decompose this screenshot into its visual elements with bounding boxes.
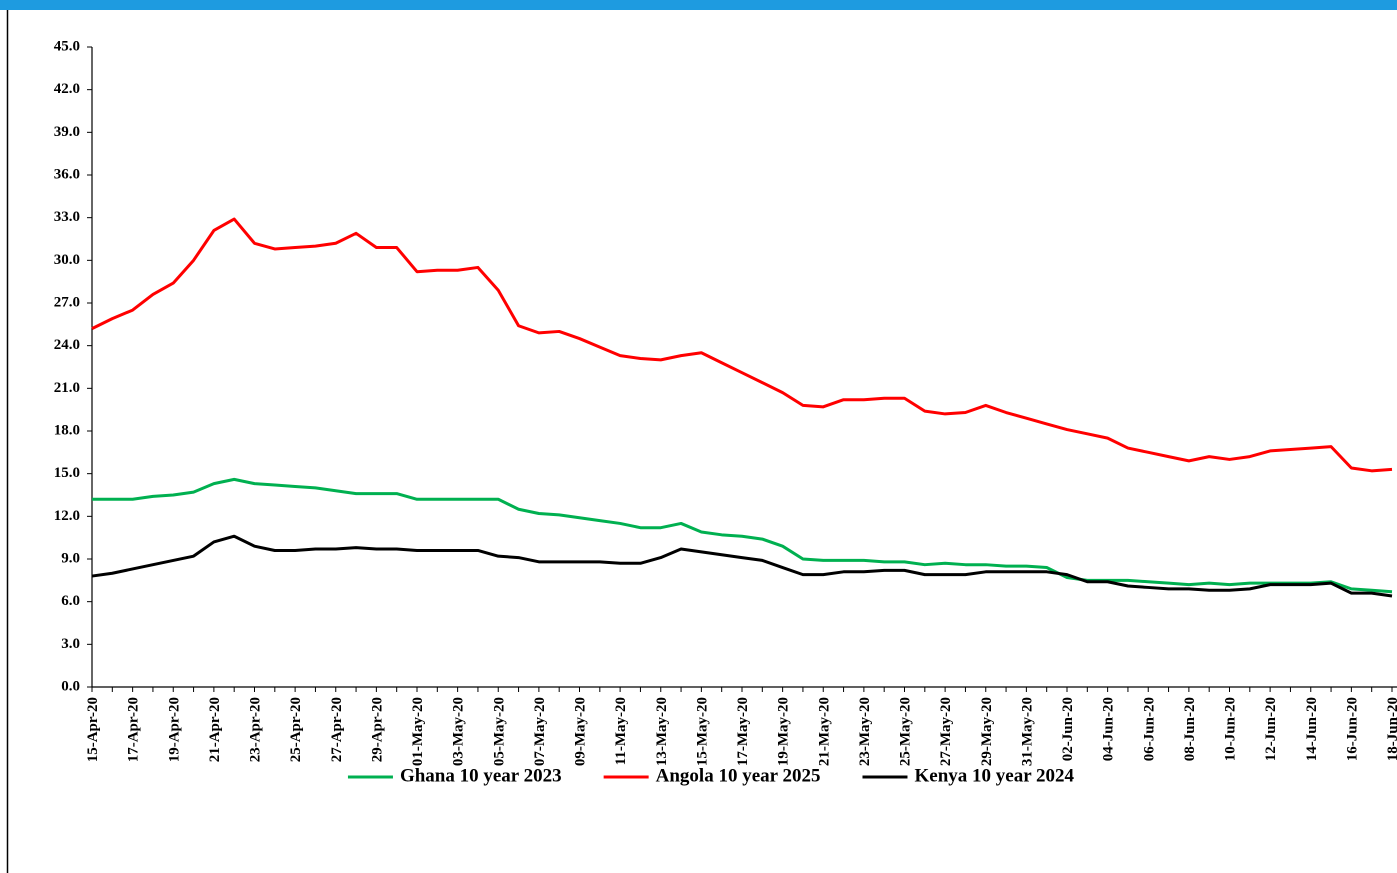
y-tick-label: 0.0 [61, 678, 80, 694]
y-tick-label: 33.0 [54, 209, 80, 225]
x-tick-label: 27-Apr-20 [329, 697, 345, 762]
legend-label: Angola 10 year 2025 [656, 765, 821, 786]
x-tick-label: 23-Apr-20 [248, 697, 264, 762]
x-tick-label: 29-Apr-20 [369, 697, 385, 762]
x-tick-label: 04-Jun-20 [1101, 697, 1117, 761]
x-tick-label: 21-Apr-20 [207, 697, 223, 762]
y-tick-label: 3.0 [61, 636, 80, 652]
x-tick-label: 21-May-20 [816, 697, 832, 766]
x-tick-label: 14-Jun-20 [1304, 697, 1320, 761]
legend: Ghana 10 year 2023 Angola 10 year 2025 Ken… [347, 765, 1075, 786]
y-tick-label: 24.0 [54, 337, 80, 353]
x-tick-label: 01-May-20 [410, 697, 426, 766]
x-tick-label: 27-May-20 [938, 697, 954, 766]
x-tick-label: 13-May-20 [654, 697, 670, 766]
x-tick-label: 29-May-20 [979, 697, 995, 766]
x-tick-label: 18-Jun-20 [1385, 697, 1397, 761]
y-tick-label: 15.0 [54, 465, 80, 481]
x-tick-label: 25-Apr-20 [288, 697, 304, 762]
x-tick-label: 23-May-20 [857, 697, 873, 766]
y-tick-label: 36.0 [54, 166, 80, 182]
series-line [92, 477, 1393, 594]
top-bar [0, 0, 1397, 10]
x-tick-label: 11-May-20 [613, 697, 629, 765]
y-tick-label: 6.0 [61, 593, 80, 609]
x-tick-label: 07-May-20 [532, 697, 548, 766]
x-tick-label: 06-Jun-20 [1141, 697, 1157, 761]
x-tick-label: 31-May-20 [1019, 697, 1035, 766]
y-tick-label: 12.0 [54, 508, 80, 524]
y-tick-label: 45.0 [54, 38, 80, 54]
x-tick-label: 16-Jun-20 [1344, 697, 1360, 761]
x-tick-label: 17-May-20 [735, 697, 751, 766]
y-tick-label: 30.0 [54, 252, 80, 268]
x-tick-label: 19-Apr-20 [166, 697, 182, 762]
y-tick-label: 9.0 [61, 550, 80, 566]
y-tick-label: 39.0 [54, 124, 80, 140]
series-line [91, 534, 1393, 598]
y-tick-label: 21.0 [54, 380, 80, 396]
x-tick-label: 12-Jun-20 [1263, 697, 1279, 761]
x-tick-label: 17-Apr-20 [126, 697, 142, 762]
x-tick-label: 19-May-20 [776, 697, 792, 766]
legend-label: Ghana 10 year 2023 [400, 765, 562, 786]
y-tick-label: 18.0 [54, 422, 80, 438]
y-tick-label: 27.0 [54, 294, 80, 310]
x-tick-label: 15-May-20 [694, 697, 710, 766]
x-tick-label: 03-May-20 [451, 697, 467, 766]
x-tick-label: 09-May-20 [573, 697, 589, 766]
x-tick-label: 05-May-20 [491, 697, 507, 766]
legend-label: Kenya 10 year 2024 [914, 765, 1074, 786]
x-tick-label: 02-Jun-20 [1060, 697, 1076, 761]
series-line [91, 217, 1393, 473]
x-tick-label: 25-May-20 [898, 697, 914, 766]
x-tick-label: 10-Jun-20 [1223, 697, 1239, 761]
x-tick-label: 15-Apr-20 [85, 697, 101, 762]
y-tick-label: 42.0 [54, 81, 80, 97]
x-tick-label: 08-Jun-20 [1182, 697, 1198, 761]
